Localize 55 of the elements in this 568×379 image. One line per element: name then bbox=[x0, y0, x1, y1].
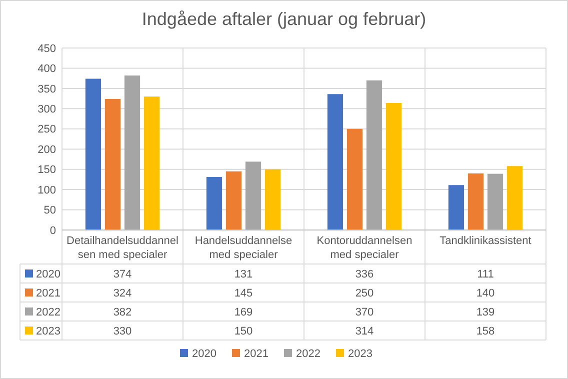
y-tick-label: 200 bbox=[38, 144, 56, 156]
text: 2022 bbox=[296, 348, 320, 360]
text: 2023 bbox=[36, 325, 60, 338]
chart-title: Indgåede aftaler (januar og februar) bbox=[142, 9, 426, 29]
x-tick-label: Detailhandelsuddannelsen med specialer bbox=[66, 235, 178, 261]
data-label: 324 bbox=[113, 287, 132, 300]
bar bbox=[245, 162, 262, 230]
data-label: 145 bbox=[234, 287, 253, 300]
bar bbox=[386, 103, 402, 230]
x-tick-label: Kontoruddannelsen med specialer bbox=[316, 235, 412, 261]
data-label: 250 bbox=[355, 287, 374, 300]
bar bbox=[346, 128, 363, 230]
data-label: 330 bbox=[113, 325, 132, 338]
data-label: 374 bbox=[113, 268, 132, 280]
data-label: 336 bbox=[355, 268, 374, 280]
data-label: 111 bbox=[477, 268, 494, 280]
bar bbox=[124, 76, 140, 230]
bar bbox=[264, 169, 281, 230]
legend-label: 2021 bbox=[36, 287, 60, 300]
bar bbox=[506, 166, 523, 230]
legend-label: 2020 bbox=[36, 268, 60, 280]
legend-label: 2022 bbox=[36, 306, 60, 318]
data-label: 150 bbox=[234, 325, 253, 338]
y-tick-label: 50 bbox=[44, 204, 56, 217]
data-label: 169 bbox=[234, 306, 253, 318]
bar bbox=[85, 78, 102, 230]
data-label: 139 bbox=[476, 306, 495, 318]
y-tick-label: 100 bbox=[38, 184, 56, 196]
data-label: 131 bbox=[234, 268, 253, 280]
legend-label: 2023 bbox=[348, 348, 372, 360]
bar bbox=[448, 185, 464, 230]
y-tick-label: 300 bbox=[38, 104, 56, 116]
data-label: 382 bbox=[113, 306, 132, 318]
y-tick-label: 400 bbox=[38, 63, 56, 76]
bar bbox=[144, 96, 160, 230]
x-tick-label: Handelsuddannelse med specialer bbox=[194, 235, 292, 261]
y-tick-label: 450 bbox=[38, 42, 56, 55]
y-tick-label: 0 bbox=[50, 224, 56, 237]
data-label: 158 bbox=[476, 325, 495, 338]
bar bbox=[468, 173, 484, 230]
data-label: 314 bbox=[355, 325, 374, 338]
data-label: 140 bbox=[476, 287, 495, 300]
x-tick-label: Tandklinikassistent bbox=[440, 235, 532, 247]
bar bbox=[226, 171, 242, 230]
text: 2021 bbox=[244, 348, 268, 360]
bar bbox=[327, 94, 344, 230]
y-tick-label: 250 bbox=[38, 124, 56, 136]
bar bbox=[206, 177, 222, 230]
bar bbox=[487, 174, 504, 230]
y-tick-label: 350 bbox=[38, 83, 56, 96]
data-label: 370 bbox=[355, 306, 374, 318]
bar bbox=[366, 80, 382, 230]
y-tick-label: 150 bbox=[38, 164, 56, 176]
bar bbox=[104, 98, 121, 230]
text: 2020 bbox=[192, 348, 216, 360]
